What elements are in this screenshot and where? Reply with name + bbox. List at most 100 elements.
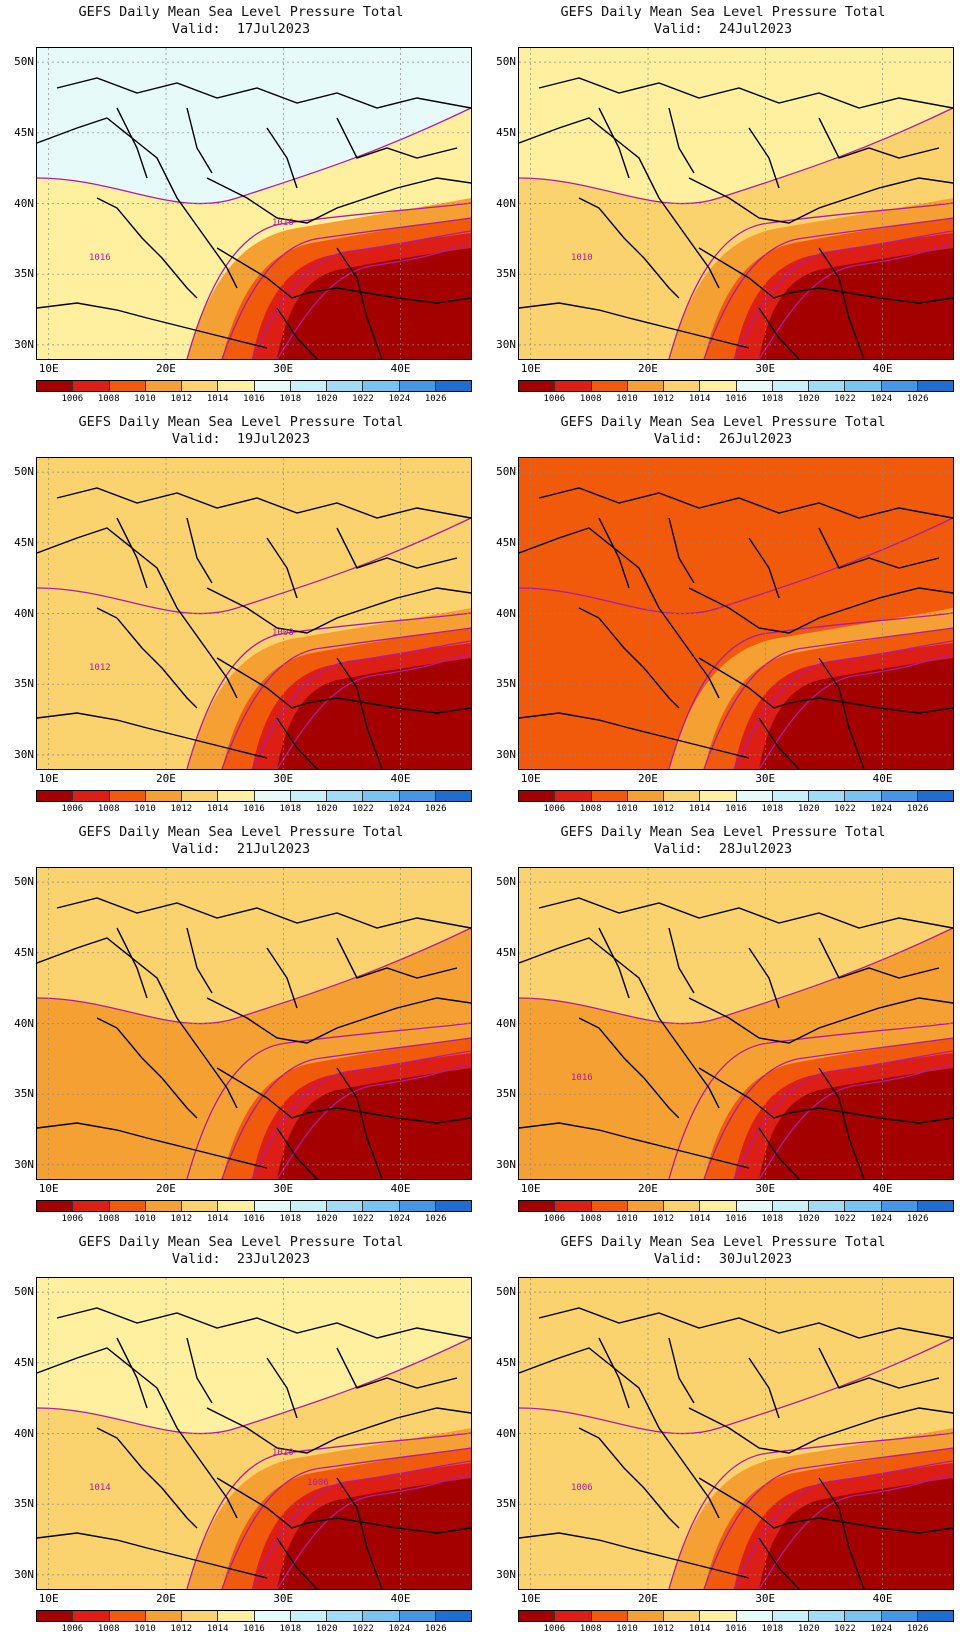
colorbar-tick-label: 1022 <box>834 394 856 404</box>
colorbar-swatch <box>700 791 737 801</box>
colorbar-tick-label: 1020 <box>797 1624 820 1634</box>
colorbar-tick-label: 1008 <box>579 394 602 404</box>
pressure-colorbar <box>518 1200 954 1212</box>
colorbar-swatch <box>809 1611 846 1621</box>
lat-label: 35N <box>496 267 516 281</box>
lon-label: 20E <box>156 1182 176 1195</box>
panel-valid-date: Valid: 24Jul2023 <box>653 21 793 37</box>
colorbar-swatch <box>37 1611 74 1621</box>
colorbar-tick-label: 1026 <box>424 394 447 404</box>
colorbar-tick-label: 1014 <box>688 394 711 404</box>
north-pressure-field <box>519 1278 953 1434</box>
colorbar-tick-label: 1026 <box>906 1624 929 1634</box>
colorbar-swatch <box>327 791 364 801</box>
colorbar-tick-label: 1024 <box>870 1624 893 1634</box>
colorbar-swatch <box>254 381 291 391</box>
map-panel-p4: GEFS Daily Mean Sea Level Pressure Total… <box>482 410 964 820</box>
colorbar-swatch <box>700 1201 737 1211</box>
colorbar-tick-label: 1024 <box>388 1624 411 1634</box>
colorbar-swatch <box>290 1611 327 1621</box>
pressure-colorbar <box>518 790 954 802</box>
colorbar-tick-label: 1026 <box>906 804 929 814</box>
pressure-map: 1010 <box>518 47 954 360</box>
colorbar-swatch <box>290 1201 327 1211</box>
colorbar-swatch <box>218 1611 255 1621</box>
colorbar-tick-label: 1016 <box>725 1214 747 1224</box>
lon-label: 30E <box>755 362 776 375</box>
lat-label: 45N <box>496 535 516 549</box>
north-pressure-field <box>519 458 953 614</box>
colorbar-tick-label: 1012 <box>170 394 193 404</box>
pressure-colorbar <box>36 1200 472 1212</box>
colorbar-swatch <box>917 791 953 801</box>
colorbar-tick-label: 1006 <box>543 1214 566 1224</box>
colorbar-swatch <box>73 1201 110 1211</box>
colorbar-swatch <box>145 1611 182 1621</box>
colorbar-tick-label: 1008 <box>97 1214 120 1224</box>
colorbar-tick-label: 1006 <box>543 394 566 404</box>
colorbar-swatch <box>73 381 110 391</box>
east-med-low <box>759 248 953 359</box>
panel-title: GEFS Daily Mean Sea Level Pressure Total <box>560 824 886 840</box>
pressure-colorbar <box>36 1610 472 1622</box>
colorbar-tick-label: 1024 <box>388 1214 411 1224</box>
contour-label: 1010 <box>272 1448 294 1458</box>
colorbar-swatch <box>363 381 400 391</box>
colorbar-tick-label: 1012 <box>652 1214 675 1224</box>
lat-label: 30N <box>14 1157 34 1171</box>
north-pressure-field <box>37 48 471 204</box>
colorbar-tick-label: 1026 <box>424 804 447 814</box>
colorbar-swatch <box>555 1201 592 1211</box>
colorbar-swatch <box>218 1201 255 1211</box>
colorbar-swatch <box>218 381 255 391</box>
colorbar-swatch <box>591 1201 628 1211</box>
lon-label: 10E <box>520 772 541 785</box>
colorbar-swatch <box>772 1201 809 1211</box>
lon-label: 30E <box>273 1182 294 1195</box>
pressure-map: 1014 1010 1006 <box>36 1277 472 1590</box>
colorbar-swatch <box>73 1611 110 1621</box>
colorbar-tick-label: 1024 <box>870 804 893 814</box>
colorbar-tick-label: 1010 <box>616 394 638 404</box>
lon-label: 40E <box>390 1592 411 1605</box>
colorbar-tick-label: 1014 <box>206 394 229 404</box>
colorbar-tick-label: 1018 <box>761 394 784 404</box>
colorbar-swatch <box>435 791 471 801</box>
lon-label: 40E <box>390 362 411 375</box>
colorbar-swatch <box>809 381 846 391</box>
panel-title: GEFS Daily Mean Sea Level Pressure Total <box>560 1234 886 1250</box>
colorbar-tick-label: 1024 <box>870 394 893 404</box>
colorbar-tick-label: 1022 <box>352 804 374 814</box>
colorbar-tick-label: 1010 <box>134 804 156 814</box>
colorbar-swatch <box>917 1201 953 1211</box>
colorbar-swatch <box>591 791 628 801</box>
lat-label: 40N <box>14 606 34 620</box>
colorbar-tick-label: 1006 <box>61 804 84 814</box>
lon-label: 30E <box>273 1592 294 1605</box>
colorbar-swatch <box>627 1611 664 1621</box>
colorbar-tick-label: 1016 <box>243 804 265 814</box>
panel-valid-date: Valid: 26Jul2023 <box>653 431 793 447</box>
colorbar-tick-label: 1018 <box>761 1214 784 1224</box>
colorbar-swatch <box>627 381 664 391</box>
east-med-low <box>759 1478 953 1589</box>
colorbar-swatch <box>182 381 219 391</box>
colorbar-swatch <box>399 381 436 391</box>
colorbar-tick-label: 1020 <box>797 804 820 814</box>
pressure-map <box>518 457 954 770</box>
lat-label: 40N <box>14 1426 34 1440</box>
colorbar-tick-label: 1024 <box>388 394 411 404</box>
colorbar-tick-label: 1020 <box>797 394 820 404</box>
colorbar-swatch <box>555 791 592 801</box>
colorbar-swatch <box>809 791 846 801</box>
lon-label: 30E <box>755 1182 776 1195</box>
east-med-low <box>277 248 471 359</box>
east-med-low <box>277 1478 471 1589</box>
colorbar-tick-label: 1012 <box>170 804 193 814</box>
map-panel-p6: GEFS Daily Mean Sea Level Pressure Total… <box>482 820 964 1230</box>
lat-label: 30N <box>14 747 34 761</box>
colorbar-swatch <box>37 381 74 391</box>
colorbar-swatch <box>399 1611 436 1621</box>
lat-label: 45N <box>14 535 34 549</box>
colorbar-swatch <box>399 791 436 801</box>
